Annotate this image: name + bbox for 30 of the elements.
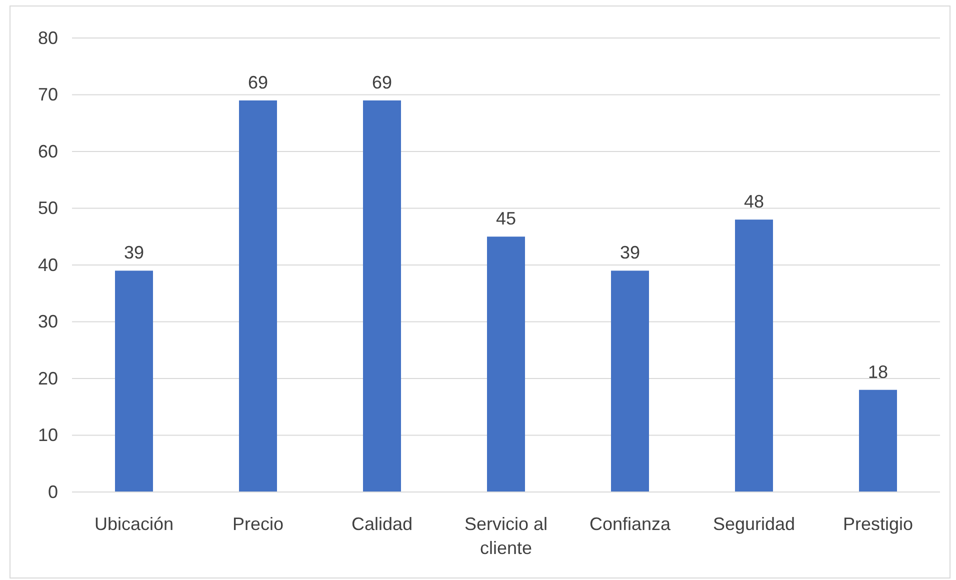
y-tick-label: 10 [38,425,58,446]
bar [115,270,153,492]
data-label: 69 [372,72,392,92]
y-tick-label: 50 [38,198,58,218]
y-tick-label: 70 [38,84,58,105]
y-tick-label: 60 [38,141,58,162]
bar [735,220,773,492]
y-tick-label: 80 [38,28,58,48]
x-tick-label: Servicio al cliente [464,514,548,558]
x-tick-label: Seguridad [712,514,796,534]
data-label: 69 [248,72,268,92]
x-tick-label: Ubicación [94,514,174,534]
y-tick-label: 0 [48,482,58,502]
bar [487,236,525,492]
x-tick-label: Calidad [351,514,413,534]
y-tick-label: 30 [38,312,58,332]
bar [611,270,649,492]
bar [859,390,897,492]
y-tick-label: 20 [38,368,58,388]
data-label: 18 [868,362,888,382]
x-tick-label: Precio [232,514,284,534]
bar [363,100,401,492]
x-tick-label: Prestigio [842,514,914,534]
x-tick-label: Confianza [589,514,672,534]
data-label: 48 [744,192,764,212]
data-label: 39 [124,242,144,263]
y-tick-label: 40 [38,254,58,275]
data-label: 39 [620,242,640,263]
bar [239,100,277,492]
data-label: 45 [496,208,516,229]
